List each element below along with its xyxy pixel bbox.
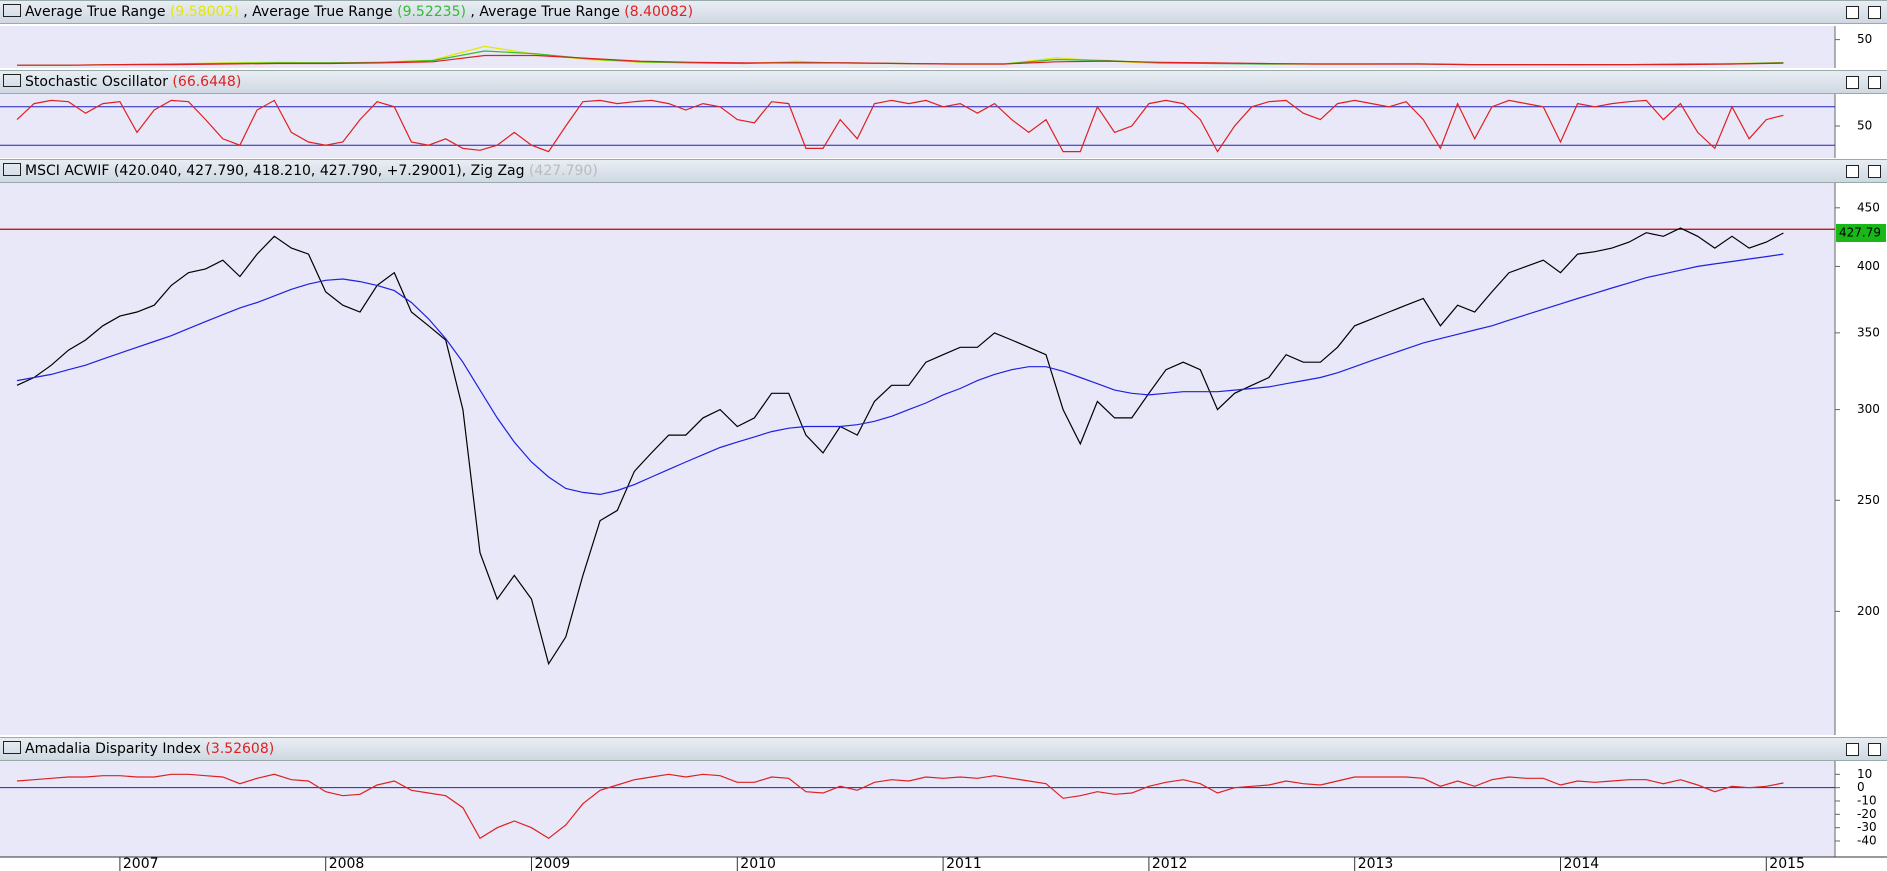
- x-tick-label: 2013: [1358, 856, 1394, 871]
- x-tick-label: 2008: [329, 856, 365, 871]
- close-button[interactable]: [1868, 6, 1881, 19]
- y-tick-label: 450: [1857, 200, 1880, 214]
- x-tick-label: 2010: [740, 856, 776, 871]
- panel-header: Stochastic Oscillator66.6448: [0, 70, 1887, 94]
- plot-background: [0, 761, 1835, 857]
- series-name: Average True Range: [479, 4, 620, 20]
- y-tick-label: 0: [1857, 780, 1865, 794]
- panel-header: Amadalia Disparity Index3.52608: [0, 737, 1887, 761]
- data-line: [16, 773, 1784, 840]
- data-line: [16, 253, 1784, 496]
- panel-header: Average True Range9.58002Average True Ra…: [0, 0, 1887, 24]
- y-tick-label: 400: [1857, 259, 1880, 273]
- quote-value: 418.210: [244, 163, 311, 179]
- quote-value: +7.29001: [378, 163, 457, 179]
- data-line: [17, 54, 1784, 66]
- plot-background: [0, 183, 1835, 735]
- x-tick-label: 2011: [946, 856, 982, 871]
- quote-value: 427.790: [311, 163, 378, 179]
- overlay-value: 427.790: [525, 163, 598, 179]
- last-price-label: 427.79: [1839, 225, 1881, 239]
- panel-title: Amadalia Disparity Index: [25, 741, 201, 757]
- close-button[interactable]: [1868, 743, 1881, 756]
- panel-header: MSCI ACWIF420.040427.790418.210427.790+7…: [0, 159, 1887, 183]
- y-tick-label: 10: [1857, 767, 1872, 781]
- y-tick-label: -40: [1857, 834, 1877, 848]
- series-label: Average True Range9.52235: [239, 4, 466, 20]
- panel-title: MSCI ACWIF: [25, 163, 110, 179]
- last-value: 3.52608: [201, 741, 274, 757]
- x-tick-label: 2009: [535, 856, 571, 871]
- close-button[interactable]: [1868, 165, 1881, 178]
- last-value: 66.6448: [168, 74, 241, 90]
- data-line: [16, 99, 1784, 153]
- y-tick-label: 50: [1857, 119, 1872, 133]
- y-tick-label: 50: [1857, 32, 1872, 46]
- y-tick-label: -10: [1857, 794, 1877, 808]
- overlay-title: Zig Zag: [462, 163, 525, 179]
- y-tick-label: 250: [1857, 493, 1880, 507]
- y-tick-label: 350: [1857, 325, 1880, 339]
- last-value: 8.40082: [620, 4, 693, 20]
- series-label: Average True Range9.58002: [25, 4, 239, 20]
- quote-value: 427.790: [177, 163, 244, 179]
- y-tick-label: -30: [1857, 820, 1877, 834]
- y-tick-label: -20: [1857, 807, 1877, 821]
- data-line: [16, 227, 1784, 666]
- series-label: Average True Range8.40082: [466, 4, 693, 20]
- maximize-button[interactable]: [1846, 165, 1859, 178]
- x-tick-label: 2014: [1564, 856, 1600, 871]
- panel-title: Stochastic Oscillator: [25, 74, 168, 90]
- last-value: 9.58002: [166, 4, 239, 20]
- series-name: Average True Range: [252, 4, 393, 20]
- x-tick-label: 2007: [123, 856, 159, 871]
- maximize-button[interactable]: [1846, 76, 1859, 89]
- y-tick-label: 200: [1857, 604, 1880, 618]
- series-name: Average True Range: [25, 4, 166, 20]
- maximize-button[interactable]: [1846, 6, 1859, 19]
- y-tick-label: 300: [1857, 402, 1880, 416]
- last-value: 9.52235: [393, 4, 466, 20]
- x-tick-label: 2015: [1769, 856, 1805, 871]
- x-tick-label: 2012: [1152, 856, 1188, 871]
- close-button[interactable]: [1868, 76, 1881, 89]
- maximize-button[interactable]: [1846, 743, 1859, 756]
- plot-background: [0, 94, 1835, 158]
- plot-background: [0, 26, 1835, 68]
- quote-value: 420.040: [119, 163, 178, 179]
- axis-background: [1835, 0, 1887, 871]
- last-price-box: [1836, 223, 1886, 242]
